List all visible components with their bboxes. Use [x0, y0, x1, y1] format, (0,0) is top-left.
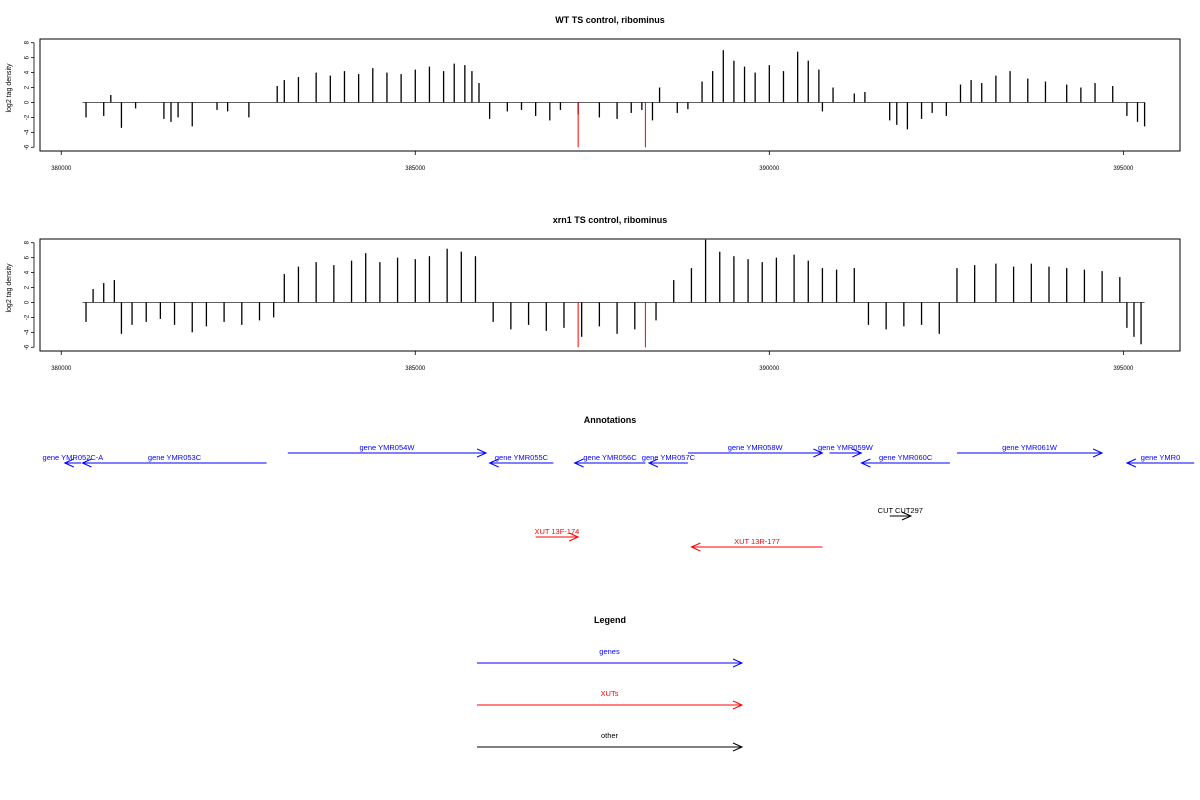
- arrow-left-icon: [573, 458, 584, 468]
- annotation-feature: gene YMR053C: [81, 453, 267, 468]
- x-tick-label: 380000: [51, 366, 72, 372]
- feature-label: gene YMR056C: [583, 453, 637, 462]
- y-tick-label: -4: [25, 329, 31, 335]
- wt-y-axis: -6 -4 -2 0 2 4 6 8: [25, 40, 35, 150]
- legend-label: genes: [599, 647, 620, 656]
- feature-label: gene YMR059W: [818, 443, 874, 452]
- y-tick-label: 8: [25, 40, 31, 44]
- xrn1-track-panel: xrn1 TS control, ribominus -6 -4 -2 0 2 4 6 8 3…: [6, 215, 1181, 372]
- wt-bars: [82, 50, 1146, 148]
- y-tick-label: -6: [25, 344, 31, 350]
- arrow-left-icon: [1125, 458, 1137, 468]
- feature-label: gene YMR057C: [642, 453, 696, 462]
- y-tick-label: -2: [25, 314, 31, 320]
- feature-label: gene YMR060C: [879, 453, 933, 462]
- feature-label: gene YMR055C: [495, 453, 549, 462]
- arrow-right-icon: [568, 532, 580, 542]
- xrn1-plot-frame: [39, 238, 1181, 352]
- y-tick-label: -2: [25, 114, 31, 120]
- annotation-feature: gene YMR057C: [642, 453, 696, 468]
- legend-entry: XUTs: [477, 689, 744, 710]
- annotation-feature: gene YMR056C: [573, 453, 646, 468]
- arrow-left-icon: [860, 458, 871, 468]
- legend-entries: genes XUTs other: [477, 647, 744, 752]
- arrow-right-icon: [813, 448, 824, 458]
- arrow-right-icon: [852, 448, 863, 458]
- x-tick-label: 390000: [759, 166, 780, 172]
- feature-label: XUT 13R-177: [734, 537, 780, 546]
- annotation-feature: XUT 13R-177: [690, 537, 823, 552]
- y-tick-label: 4: [25, 70, 31, 74]
- annotations-panel: Annotations gene YMR052C-A gene YMR053Cge…: [43, 415, 1195, 552]
- arrow-left-icon: [488, 458, 499, 468]
- wt-track-title: WT TS control, ribominus: [555, 15, 665, 25]
- y-tick-label: 8: [25, 240, 31, 244]
- y-tick-label: 0: [25, 300, 31, 304]
- annotation-feature: gene YMR058W: [687, 443, 824, 458]
- x-tick-label: 395000: [1113, 166, 1134, 172]
- arrow-left-icon: [690, 542, 701, 552]
- annotation-feature: gene YMR061W: [956, 443, 1104, 458]
- legend-entry: other: [477, 731, 744, 752]
- x-tick-label: 385000: [405, 166, 426, 172]
- arrow-right-icon: [476, 448, 488, 458]
- feature-label: gene YMR052C-A: [43, 453, 104, 462]
- wt-track-panel: WT TS control, ribominus -6 -4 -2 0 2 4 6 8 380…: [6, 15, 1181, 172]
- legend-label: other: [601, 731, 619, 740]
- wt-plot-frame: [39, 38, 1181, 152]
- arrow-right-icon: [732, 658, 744, 668]
- y-tick-label: -6: [25, 144, 31, 150]
- x-tick-label: 395000: [1113, 366, 1134, 372]
- arrow-left-icon: [647, 458, 659, 468]
- x-tick-label: 380000: [51, 166, 72, 172]
- arrow-left-icon: [81, 458, 92, 468]
- arrow-right-icon: [1092, 448, 1104, 458]
- y-tick-label: 0: [25, 100, 31, 104]
- feature-label: gene YMR058W: [728, 443, 784, 452]
- y-tick-label: 6: [25, 55, 31, 59]
- annotation-feature: gene YMR0: [1125, 453, 1195, 468]
- feature-label: CUT CUT297: [878, 506, 923, 515]
- y-tick-label: 2: [25, 85, 31, 89]
- y-tick-label: 6: [25, 255, 31, 259]
- arrow-right-icon: [732, 700, 744, 710]
- annotation-feature: gene YMR060C: [860, 453, 950, 468]
- feature-label: XUT 13F-174: [534, 527, 579, 536]
- annotations-title: Annotations: [584, 415, 637, 425]
- xrn1-bars: [82, 239, 1145, 348]
- xrn1-x-axis: 380000 385000 390000 395000: [51, 351, 1134, 372]
- annotation-feature: CUT CUT297: [878, 506, 923, 521]
- arrow-left-icon: [63, 458, 74, 468]
- legend-label: XUTs: [601, 689, 619, 698]
- wt-x-axis: 380000 385000 390000 395000: [51, 151, 1134, 172]
- feature-label: gene YMR054W: [360, 443, 416, 452]
- x-tick-label: 390000: [759, 366, 780, 372]
- annotation-feature: gene YMR054W: [287, 443, 488, 458]
- feature-label: gene YMR0: [1141, 453, 1180, 462]
- xrn1-y-axis-title: log2 tag density: [6, 263, 13, 313]
- y-tick-label: 4: [25, 270, 31, 274]
- arrow-right-icon: [732, 742, 744, 752]
- annotation-feature: gene YMR055C: [488, 453, 554, 468]
- annotation-feature: XUT 13F-174: [534, 527, 580, 542]
- y-tick-label: 2: [25, 285, 31, 289]
- legend-panel: Legend genes XUTs other: [477, 615, 744, 752]
- x-tick-label: 385000: [405, 366, 426, 372]
- xrn1-track-title: xrn1 TS control, ribominus: [553, 215, 668, 225]
- arrow-right-icon: [901, 511, 913, 521]
- legend-entry: genes: [477, 647, 744, 668]
- feature-label: gene YMR053C: [148, 453, 202, 462]
- feature-label: gene YMR061W: [1002, 443, 1058, 452]
- legend-title: Legend: [594, 615, 626, 625]
- xrn1-y-axis: -6 -4 -2 0 2 4 6 8: [25, 240, 35, 350]
- annotation-feature: gene YMR052C-A: [43, 453, 104, 468]
- annotation-feature: gene YMR059W: [818, 443, 874, 458]
- wt-y-axis-title: log2 tag density: [6, 63, 13, 113]
- y-tick-label: -4: [25, 129, 31, 135]
- annotation-features: gene YMR052C-A gene YMR053C gene YMR054W ge…: [43, 443, 1195, 552]
